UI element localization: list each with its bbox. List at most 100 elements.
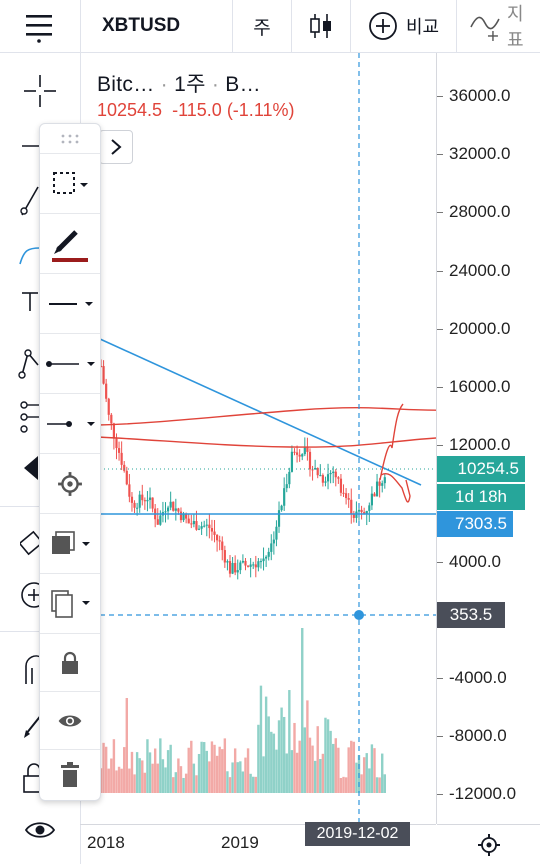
projection-icon	[18, 349, 39, 379]
collapse-toolbar[interactable]	[0, 453, 80, 483]
candle-body	[254, 564, 257, 568]
cursor-tool[interactable]	[0, 131, 80, 161]
symbol-button[interactable]: XBTUSD	[84, 0, 232, 52]
volume-bar	[254, 776, 257, 793]
volume-bar	[383, 774, 386, 793]
volume-bar	[156, 763, 159, 793]
volume-bar	[179, 766, 183, 793]
lock-drawing-button[interactable]	[40, 634, 100, 692]
volume-bar	[169, 744, 172, 793]
select-area-button[interactable]	[40, 154, 100, 214]
time-tick-2019: 2019	[221, 833, 259, 852]
chart-settings-button[interactable]	[437, 824, 540, 865]
projection-down	[380, 473, 411, 503]
hide-all-tool[interactable]	[0, 813, 80, 847]
volume-bar	[329, 730, 332, 793]
legend-interval: 1주	[174, 73, 206, 96]
volume-bar	[246, 748, 250, 793]
drawing-settings-button[interactable]	[40, 454, 100, 514]
volume-bar	[290, 750, 294, 793]
candle-body	[337, 477, 340, 479]
price-tick: 36000.0	[436, 86, 511, 105]
chevron-right-icon	[111, 139, 122, 155]
trash-icon	[61, 762, 79, 787]
candle-body	[262, 558, 265, 562]
clone-button[interactable]	[40, 574, 100, 634]
volume-bar	[308, 737, 312, 793]
candle-body	[234, 562, 237, 573]
trend-tools[interactable]	[0, 181, 80, 221]
candle-body	[221, 541, 224, 551]
candle-body	[151, 497, 154, 509]
volume-bar	[381, 753, 384, 793]
candle-body	[283, 488, 286, 506]
volume-bar	[159, 738, 162, 793]
visual-order-button[interactable]	[40, 514, 100, 574]
chart-pane[interactable]	[80, 53, 436, 824]
trend-tools-icon	[20, 186, 39, 216]
volume-bar	[298, 740, 301, 793]
volume-bar	[233, 748, 237, 793]
candle-body	[306, 447, 309, 452]
hide-drawing-button[interactable]	[40, 692, 100, 750]
candle-body	[210, 528, 214, 532]
volume-bar	[197, 753, 201, 793]
candle-body	[381, 483, 384, 486]
toolbar-drag-handle[interactable]	[40, 124, 100, 154]
candle-body	[216, 534, 219, 541]
compare-button[interactable]: 비교	[351, 0, 456, 52]
candle-body	[148, 497, 152, 500]
crosshair-tool[interactable]	[0, 71, 80, 111]
price-tick: -12000.0	[436, 784, 517, 804]
line-end-button[interactable]	[40, 394, 100, 454]
volume-bar	[334, 738, 337, 793]
price-tick: 4000.0	[437, 551, 501, 571]
candle-body	[357, 509, 361, 512]
candle-body	[373, 493, 376, 497]
volume-bar	[368, 768, 371, 793]
delete-drawing-button[interactable]	[40, 750, 100, 800]
volume-bar	[347, 747, 350, 793]
candle-body	[156, 519, 159, 525]
crosshair-point	[354, 610, 364, 620]
expand-legend-button[interactable]	[99, 130, 133, 164]
price-tick: 28000.0	[436, 202, 511, 222]
ruler-tool[interactable]	[0, 523, 80, 563]
interval-button[interactable]: 주	[233, 0, 291, 52]
chart-type-button[interactable]	[292, 0, 350, 52]
line-style-icon	[49, 301, 93, 306]
measure-tools[interactable]	[0, 397, 80, 437]
volume-bar	[231, 762, 234, 793]
volume-bar	[236, 762, 239, 793]
time-axis[interactable]: 2018 2019 2019-12-02	[80, 822, 436, 865]
menu-button[interactable]	[0, 0, 78, 52]
price-tick: 32000.0	[436, 144, 511, 164]
crosshair-price-label: 353.5	[437, 602, 505, 628]
volume-bar	[319, 758, 322, 793]
price-scale[interactable]: 36000.0 32000.0 28000.0 24000.0 20000.0 16000…	[436, 53, 540, 824]
price-tick: 20000.0	[436, 318, 511, 338]
projection-tools[interactable]	[0, 341, 80, 381]
fib-tools[interactable]	[0, 241, 80, 271]
volume-bar	[355, 762, 358, 793]
indicators-button[interactable]: 지표	[457, 0, 540, 52]
pattern-tools[interactable]	[0, 285, 80, 315]
zoom-tool[interactable]	[0, 575, 80, 615]
lock-icon	[62, 651, 78, 674]
line-style-button[interactable]	[40, 274, 100, 334]
series-legend[interactable]: Bitc… · 1주 · B…	[97, 73, 261, 96]
symbol-label: XBTUSD	[102, 15, 181, 36]
volume-bar	[378, 777, 381, 793]
legend-exchange: B…	[225, 73, 261, 96]
gear-icon	[477, 834, 500, 856]
candle-body	[190, 523, 193, 525]
select-box-icon	[53, 171, 88, 194]
candle-body	[311, 469, 314, 471]
volume-bar	[288, 690, 291, 793]
pen-color-button[interactable]	[40, 214, 100, 274]
volume-bar	[370, 744, 374, 793]
candle-body	[246, 565, 250, 567]
volume-bar	[146, 739, 149, 793]
clone-icon	[51, 589, 90, 618]
line-start-button[interactable]	[40, 334, 100, 394]
